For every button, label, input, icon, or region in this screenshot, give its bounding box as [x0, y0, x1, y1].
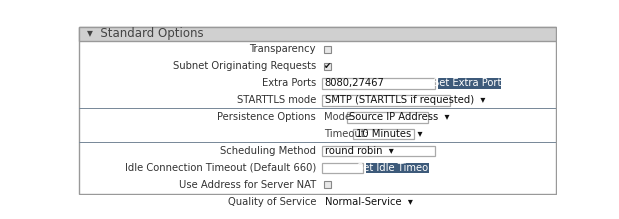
- Bar: [324, 46, 331, 53]
- Bar: [322, 162, 363, 173]
- Text: Subnet Originating Requests: Subnet Originating Requests: [173, 61, 316, 71]
- Text: STARTTLS mode: STARTTLS mode: [236, 95, 316, 105]
- Bar: [353, 129, 413, 140]
- Bar: [79, 108, 555, 110]
- Text: Use Address for Server NAT: Use Address for Server NAT: [179, 180, 316, 190]
- Text: ✔: ✔: [324, 62, 331, 71]
- Text: 8080,27467: 8080,27467: [324, 78, 384, 88]
- Text: Quality of Service: Quality of Service: [228, 197, 316, 207]
- Text: ▾  Standard Options: ▾ Standard Options: [87, 27, 203, 41]
- Bar: [79, 142, 555, 143]
- Text: 10 Minutes  ▾: 10 Minutes ▾: [355, 129, 422, 139]
- Text: SMTP (STARTTLS if requested)  ▾: SMTP (STARTTLS if requested) ▾: [324, 95, 485, 105]
- Bar: [324, 63, 331, 70]
- Bar: [438, 78, 501, 89]
- Text: Extra Ports: Extra Ports: [262, 78, 316, 88]
- Text: Transparency: Transparency: [249, 44, 316, 54]
- Text: Mode:: Mode:: [324, 112, 354, 122]
- Bar: [322, 146, 435, 156]
- Text: Idle Connection Timeout (Default 660): Idle Connection Timeout (Default 660): [125, 163, 316, 173]
- Text: Set Idle Timeout: Set Idle Timeout: [357, 163, 438, 173]
- Text: Scheduling Method: Scheduling Method: [220, 146, 316, 156]
- Bar: [324, 181, 331, 188]
- Bar: [347, 112, 428, 122]
- Bar: [79, 27, 555, 41]
- Text: Normal-Service  ▾: Normal-Service ▾: [324, 197, 412, 207]
- Text: Persistence Options: Persistence Options: [217, 112, 316, 122]
- Bar: [366, 162, 429, 173]
- Text: Timeout:: Timeout:: [324, 129, 368, 139]
- Text: round robin  ▾: round robin ▾: [324, 146, 393, 156]
- Bar: [322, 95, 450, 106]
- Bar: [322, 196, 407, 207]
- Text: Source IP Address  ▾: Source IP Address ▾: [349, 112, 450, 122]
- Text: Set Extra Ports: Set Extra Ports: [433, 78, 506, 88]
- Bar: [322, 78, 435, 89]
